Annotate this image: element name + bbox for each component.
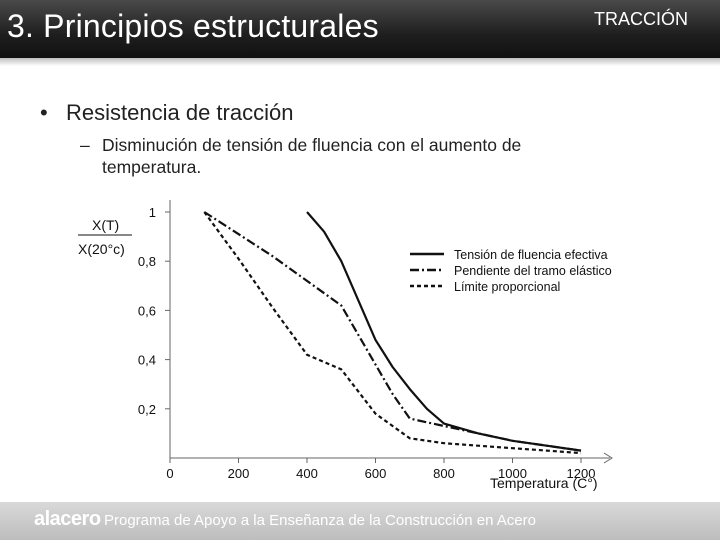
- x-tick-label: 600: [365, 466, 387, 481]
- x-axis-arrow-icon: [603, 452, 613, 464]
- chart-axes: [169, 200, 613, 464]
- bullet-dot-icon: •: [40, 100, 48, 125]
- chart-series: [203, 211, 582, 455]
- x-tick-label: 0: [166, 466, 173, 481]
- section-label: TRACCIÓN: [594, 9, 688, 29]
- x-tick-label: 800: [433, 466, 455, 481]
- sub-bullet-text: Disminución de tensión de fluencia con e…: [102, 135, 522, 177]
- footer-bar: [0, 502, 720, 540]
- series-line-3: [203, 211, 582, 455]
- sub-dash: –: [80, 135, 90, 155]
- header-shadow: [0, 58, 720, 66]
- y-tick-label: 0,8: [138, 254, 156, 269]
- x-axis-label: Temperatura (C°): [490, 475, 598, 491]
- y-tick-label: 0,4: [138, 353, 156, 368]
- sub-bullet: – Disminución de tensión de fluencia con…: [80, 134, 600, 178]
- bullet-item: • Resistencia de tracción: [40, 100, 293, 126]
- temperature-chart: X(T) X(20°c) 0 200 400 600 800 1000 1200 0,2 0,4…: [78, 200, 613, 491]
- footer-text: Programa de Apoyo a la Enseñanza de la C…: [104, 512, 536, 529]
- header-bar: [0, 0, 720, 58]
- slide-title: 3. Principios estructurales: [7, 8, 379, 44]
- legend-label: Tensión de fluencia efectiva: [454, 248, 608, 262]
- x-tick-label: 1200: [567, 466, 596, 481]
- legend-label: Pendiente del tramo elástico: [454, 264, 612, 278]
- y-tick-label: 0,6: [138, 303, 156, 318]
- y-axis-label-numerator: X(T): [92, 217, 119, 233]
- y-axis-label: X(T) X(20°c): [78, 217, 132, 257]
- x-tick-label: 200: [228, 466, 250, 481]
- x-tick-label: 400: [296, 466, 318, 481]
- bullet-text: Resistencia de tracción: [66, 100, 294, 125]
- legend-label: Límite proporcional: [454, 280, 560, 294]
- series-line-2: [203, 211, 582, 452]
- chart-legend: Tensión de fluencia efectiva Pendiente de…: [410, 248, 612, 294]
- x-tick-label: 1000: [498, 466, 527, 481]
- chart-ticks: 0 200 400 600 800 1000 1200 0,2 0,4 0,6 0,8 1: [138, 205, 596, 481]
- alacero-logo: alacero: [34, 508, 101, 530]
- y-tick-label: 1: [149, 205, 156, 220]
- y-axis-label-denominator: X(20°c): [78, 241, 125, 257]
- y-tick-label: 0,2: [138, 402, 156, 417]
